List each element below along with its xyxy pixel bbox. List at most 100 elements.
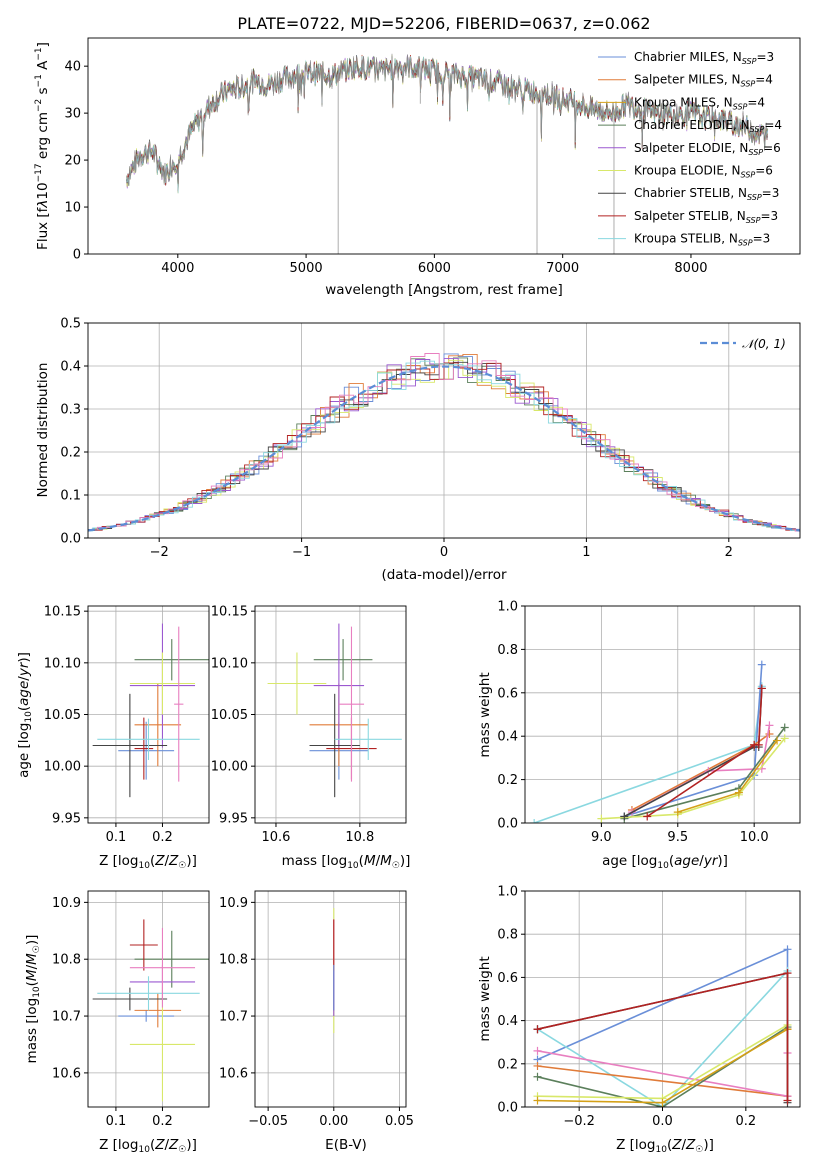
- histogram-series: [88, 360, 800, 532]
- residuals-ylabel: Normed distribution: [35, 363, 51, 498]
- mw-z-series-line: [537, 970, 789, 1107]
- legend-label: Salpeter ELODIE, NSSP=6: [634, 141, 781, 157]
- residuals-ytick-label: 0.1: [60, 489, 81, 504]
- mass-z-xtick-label: 0.2: [152, 1114, 173, 1129]
- mw-age-frame: [524, 605, 801, 824]
- mw-age-point-marker: [780, 734, 789, 743]
- age-mass-xlabel: mass [log10(M/M☉)]: [282, 853, 411, 871]
- spectrum-panel: PLATE=0722, MJD=52206, FIBERID=0637, z=0…: [34, 14, 801, 298]
- legend-label-rest: =3: [762, 186, 780, 200]
- mw-z-ytick-label: 0.0: [497, 1101, 518, 1116]
- legend-label: Salpeter MILES, NSSP=4: [634, 73, 773, 89]
- age-z-xtick-label: 0.2: [152, 830, 173, 845]
- mw-z-xlabel: Z [log10(Z/Z☉)]: [616, 1137, 714, 1155]
- age-z-ytick-label: 10.05: [44, 708, 81, 723]
- spectrum-legend: Chabrier MILES, NSSP=3 Salpeter MILES, NS…: [598, 50, 782, 248]
- age-mass-ytick-label: 10.10: [211, 656, 248, 671]
- residuals-panel: −2 −1 0 1 2 0.0 0.1 0.2 0.3 0.4 0.5 𝒩(0, 1) (data-m…: [35, 317, 801, 583]
- legend-label-rest: =3: [753, 232, 771, 246]
- spectrum-frame: [87, 37, 801, 255]
- legend-subscript: SSP: [738, 239, 753, 248]
- mw-age-ytick-label: 0.2: [497, 773, 518, 788]
- legend-subscript: SSP: [741, 80, 756, 89]
- mw-z-point-marker: [658, 1098, 667, 1107]
- mw-z-xtick-label: −0.2: [563, 1114, 595, 1129]
- normal-curve: [88, 365, 800, 532]
- residuals-xtick-label: 2: [725, 545, 733, 560]
- legend-subscript: SSP: [741, 171, 756, 180]
- mass-z-xtick-label: 0.1: [106, 1114, 127, 1129]
- mw-age-xlabel: age [log10(age/yr)]: [602, 853, 728, 871]
- mw-age-point-marker: [780, 723, 789, 732]
- mw-age-xtick-label: 10.0: [740, 830, 769, 845]
- legend-label-rest: =6: [755, 164, 773, 178]
- mw-z-xtick-label: 0.2: [735, 1114, 756, 1129]
- legend-label-rest: =4: [764, 118, 782, 132]
- mw-age-xtick-label: 9.0: [591, 830, 612, 845]
- mass-ebv-frame: [254, 890, 407, 1108]
- spectrum-xlabel: wavelength [Angstrom, rest frame]: [325, 282, 563, 298]
- mw-age-point-marker: [757, 684, 766, 693]
- residuals-ytick-label: 0.3: [60, 403, 81, 418]
- legend-subscript: SSP: [742, 57, 757, 66]
- age-z-points: [92, 623, 209, 798]
- histogram-series: [88, 361, 800, 531]
- histogram-series: [88, 353, 800, 532]
- mass-ebv-ytick-label: 10.8: [219, 953, 248, 968]
- mw-z-ytick-label: 0.8: [497, 928, 518, 943]
- legend-subscript: SSP: [747, 193, 762, 202]
- age-vs-mass-panel: 10.6 10.8 9.95 10.00 10.05 10.10 10.15 mass [l…: [211, 605, 411, 871]
- legend-label-rest: =4: [747, 95, 765, 109]
- mass-ebv-ytick-label: 10.6: [219, 1066, 248, 1081]
- mass-z-ytick-label: 10.6: [52, 1066, 81, 1081]
- mw-z-ytick-label: 0.2: [497, 1057, 518, 1072]
- legend-subscript: SSP: [750, 125, 765, 134]
- mw-age-xtick-label: 9.5: [667, 830, 688, 845]
- age-mass-ytick-label: 10.05: [211, 708, 248, 723]
- mw-age-point-marker: [765, 721, 774, 730]
- mw-age-ytick-label: 0.0: [497, 817, 518, 832]
- spectrum-lines: [126, 53, 769, 254]
- legend-label: Salpeter STELIB, NSSP=3: [634, 209, 778, 225]
- mass-vs-ebv-panel: −0.05 0.00 0.05 10.6 10.7 10.8 10.9 E(B-V): [219, 890, 414, 1153]
- legend-label-rest: =6: [763, 141, 781, 155]
- spectrum-ytick-label: 20: [64, 154, 81, 169]
- residuals-xtick-label: 0: [440, 545, 448, 560]
- mw-age-point-marker: [773, 736, 782, 745]
- mw-age-ytick-label: 0.6: [497, 686, 518, 701]
- mw-age-lines: [530, 660, 789, 823]
- age-z-xtick-label: 0.1: [106, 830, 127, 845]
- mw-age-point-marker: [530, 819, 539, 823]
- mass-ebv-xtick-label: 0.05: [385, 1114, 414, 1129]
- mw-age-series-line: [624, 664, 763, 818]
- age-mass-xtick-label: 10.6: [261, 830, 290, 845]
- mass-ebv-ytick-label: 10.7: [219, 1010, 248, 1025]
- spectrum-data-line: [126, 53, 768, 186]
- histogram-series: [88, 359, 800, 532]
- mw-age-point-marker: [643, 812, 652, 821]
- residuals-ytick-label: 0.0: [60, 532, 81, 547]
- mw-z-ytick-label: 0.4: [497, 1014, 518, 1029]
- spectrum-xtick-label: 5000: [290, 261, 323, 276]
- mw-age-point-marker: [673, 808, 682, 817]
- mw-z-point-marker: [533, 1061, 542, 1070]
- age-z-ytick-label: 9.95: [52, 811, 81, 826]
- mass-ebv-xtick-label: 0.00: [319, 1114, 348, 1129]
- legend-subscript: SSP: [746, 216, 761, 225]
- legend-label: Chabrier MILES, NSSP=3: [634, 50, 774, 66]
- mw-z-point-marker: [783, 1096, 792, 1105]
- mw-z-point-marker: [533, 1096, 542, 1105]
- mw-z-point-marker: [533, 1046, 542, 1055]
- normal-legend-label: 𝒩(0, 1): [742, 337, 786, 351]
- histogram-series: [88, 353, 800, 531]
- mass-z-points: [92, 919, 209, 1102]
- mass-z-ytick-label: 10.9: [52, 896, 81, 911]
- legend-subscript: SSP: [748, 148, 763, 157]
- spectrum-xtick-label: 7000: [546, 261, 579, 276]
- residuals-xlabel: (data-model)/error: [381, 567, 507, 583]
- residuals-histograms: [88, 353, 800, 533]
- mass-z-ytick-label: 10.8: [52, 953, 81, 968]
- mass-z-ytick-label: 10.7: [52, 1010, 81, 1025]
- mw-z-point-marker: [533, 1025, 542, 1034]
- spectrum-xtick-label: 4000: [161, 261, 194, 276]
